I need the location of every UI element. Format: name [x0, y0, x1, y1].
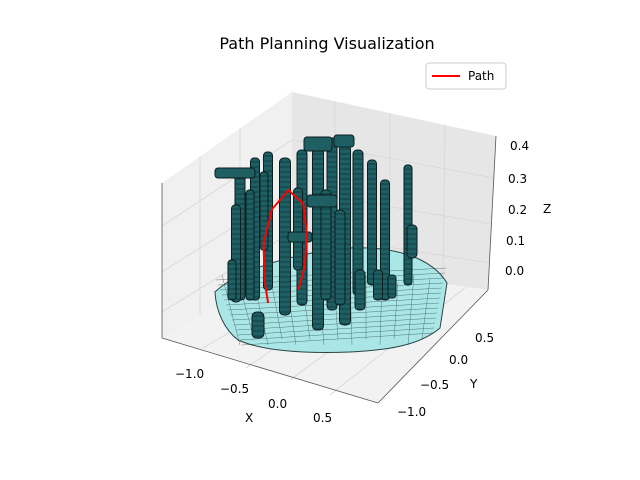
obstacle-pillar [227, 259, 237, 301]
x-tick-label: 0.0 [268, 397, 287, 411]
obstacle-pillar [320, 189, 332, 301]
y-tick-label: −0.5 [420, 378, 449, 392]
obstacle-pillar [245, 189, 255, 301]
mesh-edge [393, 282, 399, 340]
z-tick-label: 0.4 [510, 139, 529, 153]
mesh-edge [231, 307, 439, 321]
obstacle-pillar [380, 179, 390, 301]
y-tick-label: 0.0 [449, 353, 468, 367]
z-tick-label: 0.2 [508, 203, 527, 217]
z-tick-label: 0.1 [506, 234, 525, 248]
x-tick-label: −1.0 [175, 367, 204, 381]
mesh-edge [237, 322, 436, 336]
obstacle-cap [306, 194, 338, 208]
z-tick-label: 0.3 [508, 172, 527, 186]
mesh-edge [239, 327, 435, 341]
legend-label: Path [468, 69, 494, 83]
obstacle-pillar [251, 311, 265, 339]
obstacle-cap [214, 167, 256, 179]
legend: Path [425, 62, 507, 90]
obstacle-pillar [373, 269, 383, 301]
mesh-edge [241, 332, 434, 346]
obstacle-pillar [354, 269, 366, 311]
y-axis-label: Y [469, 377, 478, 391]
y-axis: 0.5 0.0 −0.5 −1.0 Y [397, 331, 494, 419]
obstacle-cap [333, 134, 355, 148]
mesh-edge [407, 274, 415, 346]
chart-title: Path Planning Visualization [219, 34, 434, 53]
z-axis: 0.4 0.3 0.2 0.1 0.0 Z [505, 139, 551, 278]
path-line [262, 188, 308, 304]
y-tick-label: 0.5 [475, 331, 494, 345]
obstacle-cap [287, 231, 313, 243]
obstacle-pillar [293, 187, 303, 271]
z-axis-label: Z [543, 202, 551, 216]
y-tick-label: −1.0 [397, 405, 426, 419]
x-tick-label: 0.5 [313, 411, 332, 425]
mesh-edge [233, 312, 438, 326]
x-axis-label: X [245, 411, 253, 425]
obstacle-cap [303, 136, 333, 152]
obstacle-pillar [387, 274, 397, 299]
mesh-edge [235, 317, 437, 331]
axes-frame [161, 135, 497, 404]
z-tick-label: 0.0 [505, 264, 524, 278]
obstacle-pillar [406, 224, 418, 259]
x-axis: −1.0 −0.5 0.0 0.5 X [175, 367, 332, 425]
x-tick-label: −0.5 [220, 382, 249, 396]
mesh-edge [421, 278, 431, 340]
legend-box [425, 62, 507, 90]
